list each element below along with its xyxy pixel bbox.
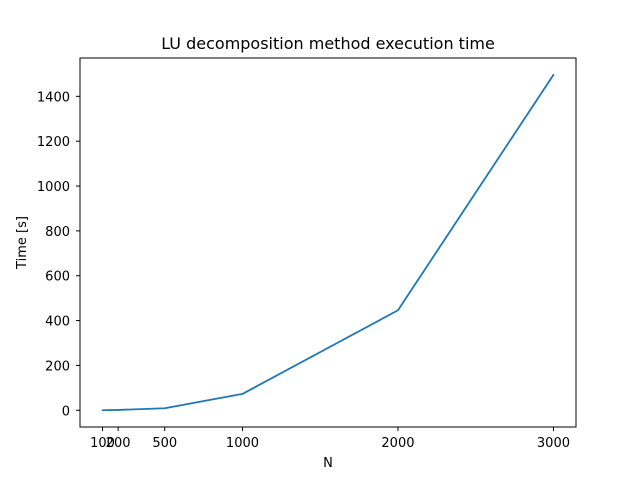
x-tick-label: 100 bbox=[90, 436, 115, 451]
axes-frame bbox=[79, 57, 577, 428]
y-tick-label: 800 bbox=[45, 225, 70, 240]
x-axis-label: N bbox=[323, 456, 333, 471]
x-tick-label: 2000 bbox=[381, 436, 414, 451]
x-tick-label: 1000 bbox=[226, 436, 259, 451]
y-tick-label: 600 bbox=[45, 270, 70, 285]
series-line bbox=[101, 73, 555, 412]
y-tick-label: 1400 bbox=[37, 90, 70, 105]
y-tick-label: 1000 bbox=[37, 180, 70, 195]
x-tick-label: 200 bbox=[106, 436, 131, 451]
x-tick-label: 3000 bbox=[537, 436, 570, 451]
y-tick-label: 0 bbox=[62, 404, 70, 419]
chart-title: LU decomposition method execution time bbox=[161, 34, 495, 53]
series-layer bbox=[101, 73, 555, 412]
y-tick-label: 1200 bbox=[37, 135, 70, 150]
y-tick-label: 200 bbox=[45, 359, 70, 374]
y-axis: 0 200 400 600 800 1000 1200 1400 bbox=[37, 90, 80, 419]
x-tick-label: 500 bbox=[152, 436, 177, 451]
y-tick-label: 400 bbox=[45, 315, 70, 330]
y-axis-label: Time [s] bbox=[15, 216, 30, 270]
